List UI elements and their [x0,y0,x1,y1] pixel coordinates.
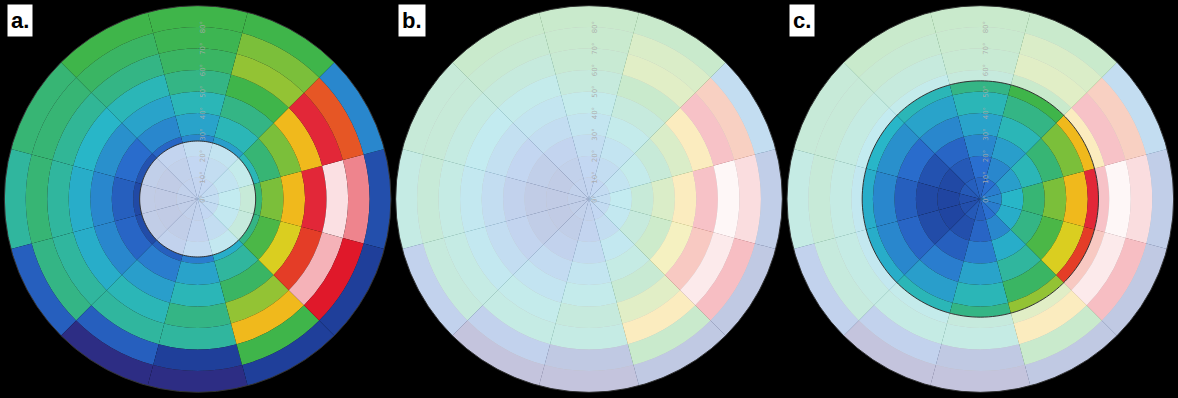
svg-text:30°: 30° [982,128,990,140]
svg-text:c.: c. [793,8,811,33]
svg-text:10°: 10° [591,171,599,183]
svg-text:70°: 70° [982,42,990,54]
svg-text:0°: 0° [591,195,599,203]
svg-text:20°: 20° [591,150,599,162]
svg-text:80°: 80° [199,21,207,33]
svg-text:70°: 70° [591,42,599,54]
svg-text:80°: 80° [982,21,990,33]
svg-text:30°: 30° [199,128,207,140]
svg-text:40°: 40° [591,107,599,119]
svg-text:0°: 0° [199,195,207,203]
svg-text:50°: 50° [982,85,990,97]
svg-text:60°: 60° [591,64,599,76]
svg-text:40°: 40° [199,107,207,119]
svg-text:a.: a. [11,8,29,33]
svg-text:0°: 0° [982,195,990,203]
svg-text:10°: 10° [199,171,207,183]
svg-text:20°: 20° [199,150,207,162]
svg-text:80°: 80° [591,21,599,33]
svg-text:30°: 30° [591,128,599,140]
svg-text:40°: 40° [982,107,990,119]
svg-text:50°: 50° [199,85,207,97]
svg-text:10°: 10° [982,171,990,183]
svg-text:60°: 60° [199,64,207,76]
svg-text:60°: 60° [982,64,990,76]
svg-text:b.: b. [402,8,422,33]
svg-text:20°: 20° [982,150,990,162]
svg-text:50°: 50° [591,85,599,97]
svg-text:70°: 70° [199,42,207,54]
